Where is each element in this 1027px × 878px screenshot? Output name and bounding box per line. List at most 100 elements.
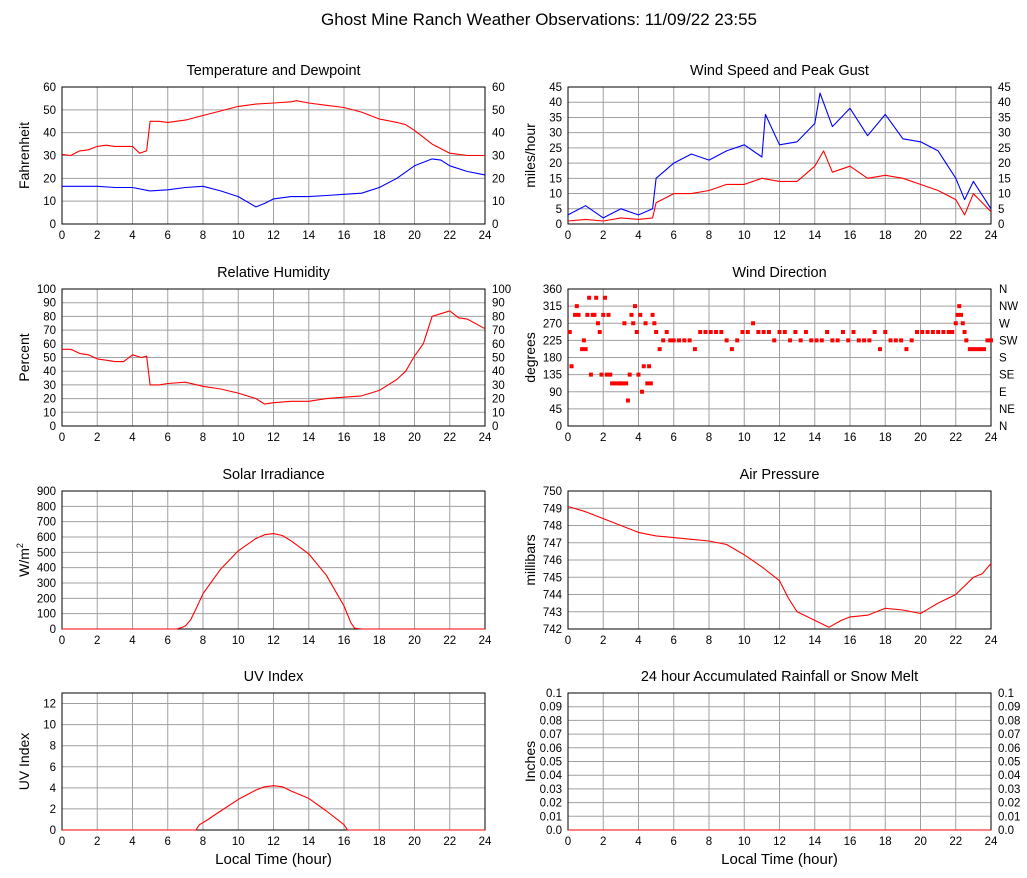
wind_speed-y-tick-label-right: 25 — [998, 143, 1011, 155]
wind_direction-point — [641, 364, 646, 369]
wind_direction-point — [677, 338, 682, 343]
uv-y-tick-label: 4 — [50, 783, 57, 795]
wind_direction-y-axis-label-text: degrees — [522, 332, 538, 383]
wind_direction-x-tick-label: 16 — [844, 432, 857, 444]
temperature-y-tick-label-right: 30 — [492, 151, 505, 163]
temperature-y-tick-label: 0 — [50, 219, 56, 231]
uv-x-tick-label: 16 — [338, 836, 351, 848]
rainfall-y-tick-label-right: 0.01 — [998, 811, 1020, 823]
wind_direction-x-tick-label: 8 — [706, 432, 712, 444]
uv-x-tick-label: 18 — [373, 836, 386, 848]
rainfall-y-tick-label: 0.01 — [540, 811, 562, 823]
temperature-x-tick-label: 24 — [479, 230, 492, 242]
wind_direction-point — [740, 330, 745, 335]
rainfall-x-tick-label: 2 — [600, 836, 606, 848]
humidity-x-tick-label: 24 — [479, 432, 492, 444]
wind_direction-point — [904, 347, 909, 352]
wind_direction-point — [946, 330, 951, 335]
wind_direction-point — [835, 338, 840, 343]
wind_direction-x-tick-label: 12 — [773, 432, 786, 444]
humidity-y-tick-label: 40 — [43, 366, 56, 378]
solar-x-tick-label: 10 — [232, 635, 245, 647]
wind_speed-x-tick-label: 16 — [844, 230, 857, 242]
humidity-y-tick-label: 90 — [43, 298, 56, 310]
wind_direction-point — [909, 338, 914, 343]
wind_speed-y-tick-label: 30 — [549, 128, 562, 140]
humidity-y-tick-label: 50 — [43, 353, 56, 365]
wind_speed-y-tick-label: 5 — [556, 204, 562, 216]
rainfall-y-tick-label: 0.1 — [546, 688, 562, 700]
wind_speed-y-tick-label: 0 — [556, 219, 562, 231]
uv-x-tick-label: 6 — [165, 836, 171, 848]
rainfall-y-tick-label: 0.09 — [540, 702, 562, 714]
wind_direction-point — [974, 347, 979, 352]
uv-y-tick-label: 8 — [50, 741, 56, 753]
wind_direction-point — [971, 347, 976, 352]
humidity-x-tick-label: 6 — [165, 432, 171, 444]
wind_direction-y-tick-label: 90 — [549, 387, 562, 399]
rainfall-title: 24 hour Accumulated Rainfall or Snow Mel… — [641, 669, 918, 685]
wind_direction-point — [761, 330, 766, 335]
wind_direction-point — [698, 330, 703, 335]
temperature-x-tick-label: 22 — [443, 230, 456, 242]
wind_speed-y-tick-label-right: 10 — [998, 189, 1011, 201]
wind_speed-y-axis-label: miles/hour — [522, 123, 538, 188]
wind_direction-compass-label: W — [999, 318, 1010, 330]
wind_direction-point — [735, 338, 740, 343]
wind_direction-point — [967, 347, 972, 352]
wind_direction-compass-label: NW — [999, 301, 1018, 313]
wind_direction-point — [798, 338, 803, 343]
wind_direction-x-tick-label: 18 — [879, 432, 892, 444]
wind_direction-y-axis-label: degrees — [522, 332, 538, 383]
pressure-x-tick-label: 8 — [706, 635, 712, 647]
solar-x-tick-label: 24 — [479, 635, 492, 647]
pressure-y-tick-label: 744 — [543, 590, 563, 602]
wind_speed-x-tick-label: 24 — [985, 230, 998, 242]
wind_direction-point — [745, 330, 750, 335]
wind_direction-point — [587, 295, 592, 300]
wind_direction-point — [576, 312, 581, 317]
wind_direction-point — [580, 347, 585, 352]
wind_direction-point — [574, 304, 579, 309]
wind_direction-point — [777, 330, 782, 335]
wind_speed-x-tick-label: 6 — [671, 230, 677, 242]
temperature-y-tick-label-right: 20 — [492, 173, 505, 185]
wind_direction-point — [936, 330, 941, 335]
wind_direction-point — [661, 338, 666, 343]
wind_direction-point — [964, 338, 969, 343]
rainfall-y-tick-label: 0.02 — [540, 798, 562, 810]
rainfall-y-tick-label-right: 0.07 — [998, 729, 1020, 741]
humidity-y-tick-label: 10 — [43, 407, 56, 419]
wind_direction-point — [782, 330, 787, 335]
pressure-series-air-pressure — [567, 505, 992, 628]
humidity-y-tick-label-right: 70 — [492, 325, 505, 337]
humidity-y-axis-label-text: Percent — [16, 333, 32, 381]
humidity-y-tick-label-right: 90 — [492, 298, 505, 310]
uv-y-axis-label: UV Index — [16, 733, 32, 791]
wind_direction-point — [819, 338, 824, 343]
rainfall-y-tick-label: 0.0 — [546, 825, 562, 837]
wind_direction-y-tick-label: 270 — [543, 318, 562, 330]
wind_direction-point — [751, 321, 756, 326]
wind_direction-point — [925, 330, 930, 335]
wind_speed-x-tick-label: 18 — [879, 230, 892, 242]
pressure-x-tick-label: 22 — [949, 635, 962, 647]
uv-y-tick-label: 2 — [50, 804, 56, 816]
humidity-x-tick-label: 0 — [59, 432, 65, 444]
wind_direction-point — [594, 295, 599, 300]
wind_direction-point — [599, 372, 604, 377]
humidity-y-tick-label-right: 40 — [492, 366, 505, 378]
temperature-x-tick-label: 8 — [200, 230, 206, 242]
solar-y-tick-label: 400 — [37, 563, 56, 575]
rainfall-y-tick-label-right: 0.0 — [998, 825, 1014, 837]
wind_direction-point — [981, 347, 986, 352]
wind_direction-point — [629, 312, 634, 317]
wind_direction-point — [814, 338, 819, 343]
rainfall-y-tick-label-right: 0.03 — [998, 784, 1020, 796]
wind_direction-compass-label: SW — [999, 335, 1018, 347]
wind_direction-point — [647, 364, 652, 369]
